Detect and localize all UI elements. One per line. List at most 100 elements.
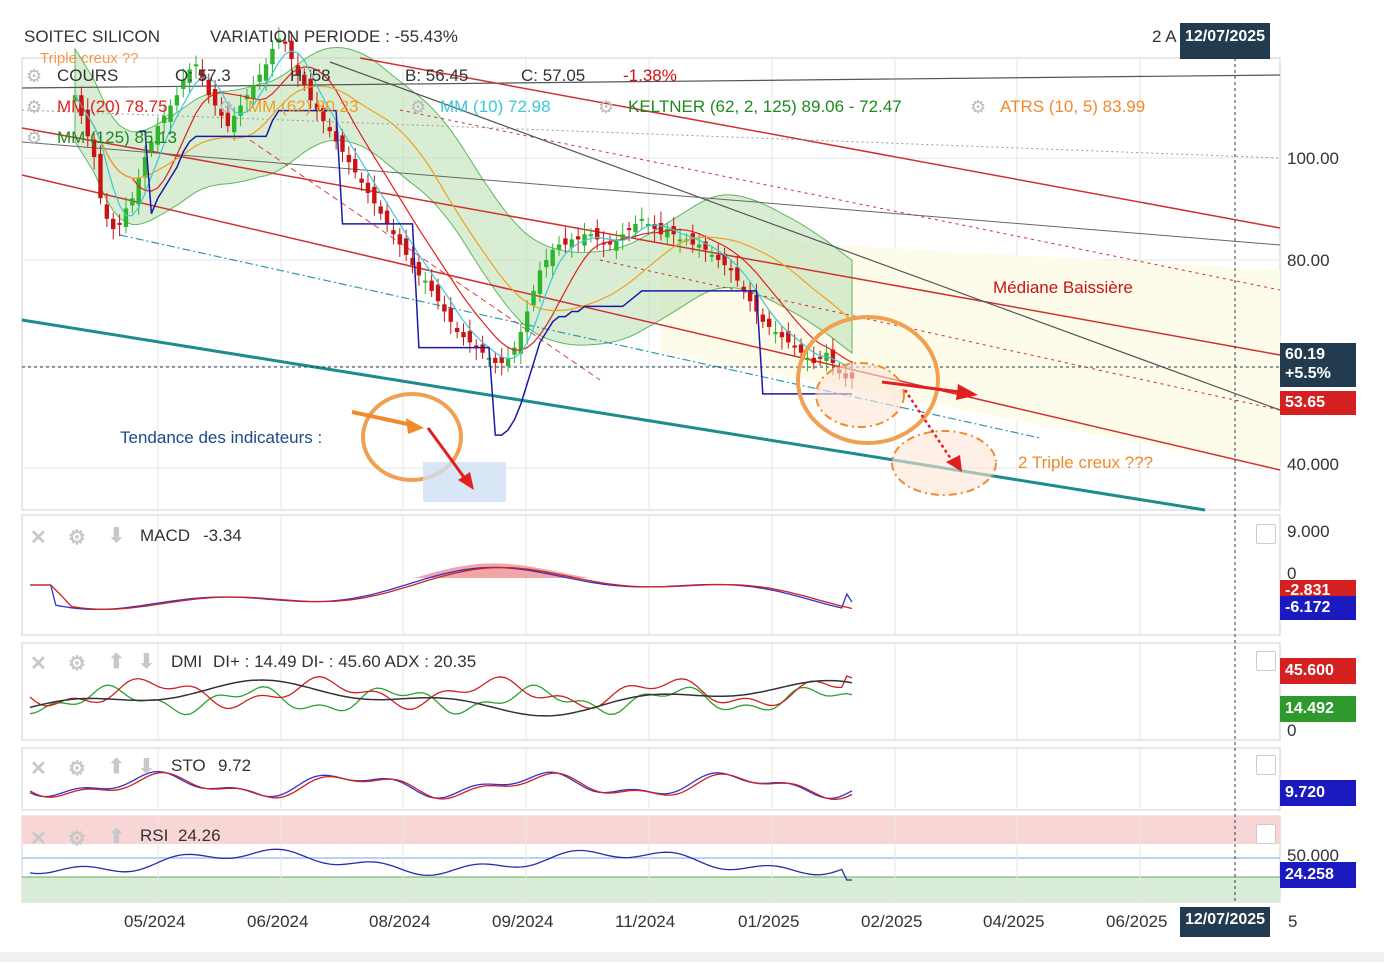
sto-checkbox[interactable]: [1256, 755, 1276, 775]
candle-body: [830, 349, 836, 363]
candle-body: [595, 228, 600, 240]
close-icon[interactable]: ✕: [30, 758, 47, 780]
candle-body: [372, 186, 377, 204]
gear-icon[interactable]: ⚙: [26, 66, 43, 86]
candle-body: [703, 241, 708, 250]
gear-icon[interactable]: ⚙: [410, 97, 427, 117]
gear-icon[interactable]: ⚙: [68, 758, 86, 780]
gear-icon[interactable]: ⚙: [68, 653, 86, 675]
candle-body: [722, 253, 727, 266]
y-tick-100: 100.00: [1287, 149, 1339, 168]
gear-icon[interactable]: ⚙: [68, 527, 86, 549]
dmi-checkbox[interactable]: [1256, 651, 1276, 671]
grey-downtrend: [329, 61, 1281, 411]
mm10-line: [74, 50, 853, 370]
x-tick-label: 06/2024: [247, 912, 309, 931]
macd-zero: 0: [1287, 564, 1297, 583]
candle-body: [474, 345, 479, 348]
arrow-up-icon[interactable]: ⬆: [108, 651, 125, 673]
instrument-title: SOITEC SILICON: [24, 27, 161, 46]
sto-panel[interactable]: [21, 747, 1281, 811]
dmi-name: DMI: [171, 652, 203, 671]
gear-icon[interactable]: ⚙: [68, 828, 86, 850]
candle-body: [340, 135, 345, 152]
dmi-panel[interactable]: [21, 642, 1281, 741]
dmi-tag-2: 14.492: [1280, 696, 1356, 722]
candle-body: [716, 254, 721, 260]
candle-body: [563, 238, 568, 245]
sto-name: STO: [171, 756, 206, 775]
arrow-down-icon[interactable]: ⬇: [108, 525, 125, 547]
arrow-up-icon[interactable]: ⬆: [108, 756, 125, 778]
rsi-name: RSI: [140, 826, 169, 845]
candle-body: [187, 69, 192, 83]
macd-value: -3.34: [203, 526, 242, 545]
variation-text: VARIATION PERIODE : -55.43%: [210, 27, 458, 46]
orange-arrow-line: [351, 410, 413, 427]
legend-cours: COURS: [57, 66, 119, 85]
macd-panel[interactable]: [21, 514, 1281, 636]
close-icon[interactable]: ✕: [30, 527, 47, 549]
y-tick-40: 40.000: [1287, 455, 1339, 474]
x-tick-label: 04/2025: [983, 912, 1045, 931]
rsi-checkbox[interactable]: [1256, 824, 1276, 844]
candle-body: [792, 345, 797, 348]
candle-body: [193, 64, 199, 67]
arrow-up-icon[interactable]: ⬆: [108, 826, 125, 848]
sto-tag: 9.720: [1280, 780, 1356, 806]
x-tick-label: 01/2025: [738, 912, 800, 931]
y-tick-80: 80.00: [1287, 251, 1330, 270]
candle-body: [238, 105, 243, 116]
candle-body: [588, 234, 594, 237]
mediane-label: Médiane Baissière: [993, 278, 1133, 297]
candle-body: [219, 108, 224, 116]
candle-body: [435, 284, 441, 302]
candle-body: [423, 280, 428, 283]
candle-body: [327, 127, 332, 132]
gear-icon[interactable]: ⚙: [26, 97, 43, 117]
dmi-tag-1: 45.600: [1280, 658, 1356, 684]
teal-support-line: [21, 318, 1206, 512]
dmi-plus-line: [29, 684, 853, 716]
candle-body: [575, 236, 581, 240]
candle-body: [658, 222, 664, 235]
legend-close: C: 57.05: [521, 66, 586, 85]
macd-tag-top: 9.000: [1287, 522, 1330, 541]
candle-body: [270, 48, 275, 65]
candle-body: [537, 270, 543, 294]
red-arrow-right-line: [881, 380, 961, 394]
candle-body: [709, 254, 715, 257]
gear-icon[interactable]: ⚙: [26, 128, 43, 148]
legend-high: H: 58: [290, 66, 331, 85]
red-arrow-down-line: [426, 427, 468, 481]
date-tag-bottom: 12/07/2025: [1180, 907, 1271, 937]
candle-body: [123, 208, 129, 228]
orange-arrow-head: [406, 418, 424, 434]
x-tick-label: 05/2024: [124, 912, 186, 931]
rsi-overbought-zone: [22, 816, 1280, 844]
candle-body: [257, 74, 262, 82]
x-tick-label: 06/2025: [1106, 912, 1168, 931]
legend-keltner: KELTNER (62, 2, 125) 89.06 - 72.47: [628, 97, 902, 116]
candle-body: [728, 268, 734, 271]
gear-icon[interactable]: ⚙: [970, 97, 987, 117]
candle-body: [302, 74, 307, 85]
last-price-tag: 60.19 +5.5%: [1280, 343, 1356, 387]
gear-icon[interactable]: ⚙: [218, 97, 235, 117]
red-dotted-arrow-head: [946, 455, 962, 472]
macd-signal-line: [30, 566, 853, 610]
macd-checkbox[interactable]: [1256, 524, 1276, 544]
arrow-down-icon[interactable]: ⬇: [138, 756, 155, 778]
close-icon[interactable]: ✕: [30, 653, 47, 675]
candle-body: [200, 70, 205, 80]
macd-tag-2: -6.172: [1280, 596, 1356, 620]
gear-icon[interactable]: ⚙: [598, 97, 615, 117]
triple-dashed-ellipse-2: [891, 430, 997, 496]
candle-body: [544, 260, 549, 268]
candle-body: [696, 244, 702, 248]
candle-body: [149, 141, 154, 151]
close-icon[interactable]: ✕: [30, 828, 47, 850]
arrow-down-icon[interactable]: ⬇: [138, 651, 155, 673]
triple-dashed-ellipse-1: [815, 362, 905, 428]
